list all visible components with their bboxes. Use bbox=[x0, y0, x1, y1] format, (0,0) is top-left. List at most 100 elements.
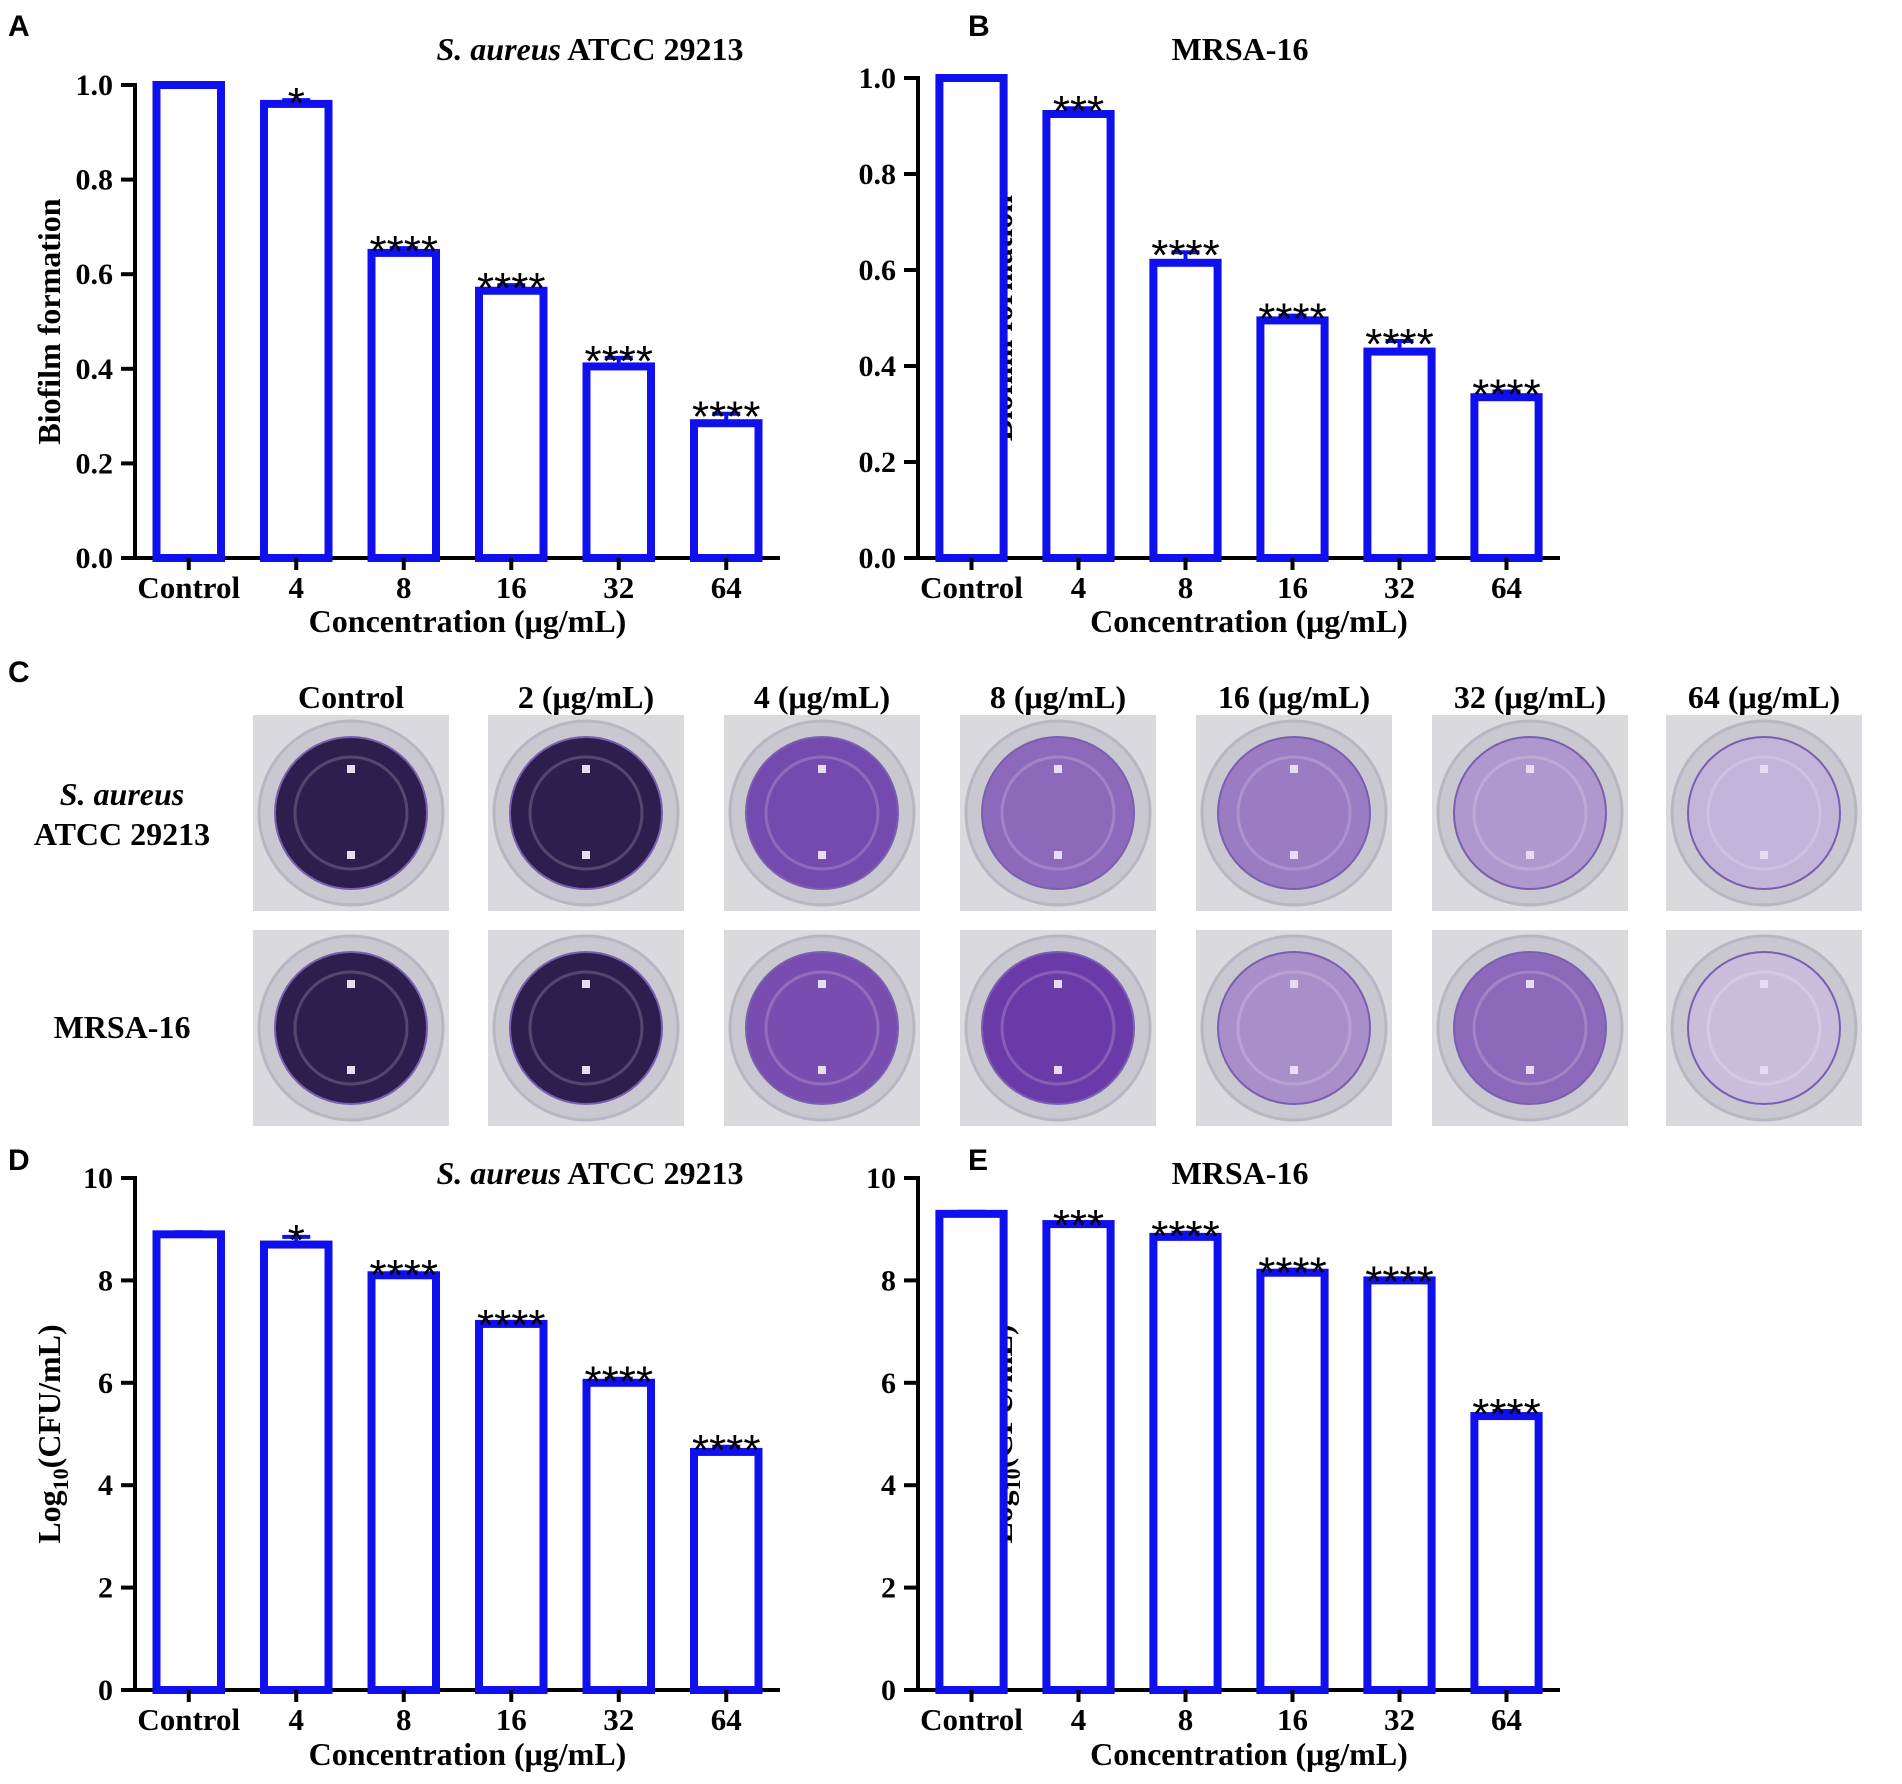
x-category-label: 64 bbox=[1491, 1702, 1522, 1737]
well-glare bbox=[1290, 851, 1298, 859]
bar-16 bbox=[475, 1319, 548, 1695]
panel-letter-b: B bbox=[968, 10, 990, 43]
bar-4 bbox=[1042, 1220, 1115, 1694]
x-category-label: 4 bbox=[289, 570, 305, 605]
x-category-label: 32 bbox=[1384, 570, 1415, 605]
well-glare bbox=[347, 765, 355, 773]
significance-label: **** bbox=[1258, 295, 1327, 344]
chart-title: S. aureus ATCC 29213 bbox=[436, 31, 743, 67]
well-glare bbox=[1526, 851, 1534, 859]
x-category-label: 4 bbox=[289, 1702, 305, 1737]
chart-title: MRSA-16 bbox=[1172, 31, 1309, 67]
chart-title: S. aureus ATCC 29213 bbox=[436, 1155, 743, 1191]
significance-label: **** bbox=[692, 1426, 761, 1475]
chart-e-cfu-mrsa: MRSA-16Log10(CFU/mL)0246810Control***4**… bbox=[866, 1155, 1560, 1772]
significance-label: **** bbox=[1472, 370, 1541, 419]
well-inner-ring bbox=[1000, 755, 1116, 871]
x-category-label: 64 bbox=[711, 570, 742, 605]
well-glare bbox=[582, 851, 590, 859]
bar-32 bbox=[582, 1378, 655, 1695]
significance-label: **** bbox=[1151, 1212, 1220, 1261]
well-stain bbox=[1453, 951, 1607, 1105]
well-glare bbox=[1760, 765, 1768, 773]
panel-letter-d: D bbox=[8, 1144, 30, 1177]
well-glare bbox=[582, 765, 590, 773]
y-tick-label: 0.8 bbox=[76, 164, 114, 197]
bar-4 bbox=[260, 1240, 333, 1695]
well-stain bbox=[981, 736, 1135, 890]
bar-64 bbox=[1470, 393, 1543, 563]
y-tick-label: 0 bbox=[98, 1674, 113, 1707]
well-stain bbox=[1217, 736, 1371, 890]
bar-16 bbox=[1256, 316, 1329, 562]
well-row-label: S. aureus ATCC 29213 bbox=[34, 776, 210, 852]
bar-4 bbox=[1042, 110, 1115, 562]
x-category-label: 8 bbox=[396, 1702, 412, 1737]
bar-64 bbox=[690, 419, 763, 562]
y-tick-label: 6 bbox=[881, 1367, 896, 1400]
well-stain bbox=[745, 736, 899, 890]
y-tick-label: 6 bbox=[98, 1367, 113, 1400]
bar-8 bbox=[367, 1271, 440, 1695]
y-axis-title: Biofilm formation bbox=[31, 198, 67, 444]
well-glare bbox=[818, 1066, 826, 1074]
well-stain bbox=[981, 951, 1135, 1105]
well-inner-ring bbox=[764, 970, 880, 1086]
significance-label: **** bbox=[1151, 231, 1220, 280]
well-inner-ring bbox=[1706, 970, 1822, 1086]
y-tick-label: 0.0 bbox=[859, 542, 897, 575]
bar-control bbox=[935, 1209, 1008, 1694]
bar-32 bbox=[1363, 347, 1436, 562]
panel-letter-c: C bbox=[8, 656, 30, 689]
x-category-label: Control bbox=[920, 1702, 1023, 1737]
well-glare bbox=[1290, 980, 1298, 988]
y-tick-label: 0.2 bbox=[859, 446, 897, 479]
bar-8 bbox=[1149, 1232, 1222, 1694]
well-glare bbox=[1054, 1066, 1062, 1074]
significance-label: **** bbox=[1365, 1257, 1434, 1306]
bar-8 bbox=[367, 248, 440, 562]
y-tick-label: 0.6 bbox=[859, 254, 897, 287]
well-stain bbox=[509, 736, 663, 890]
chart-b-biofilm-mrsa: MRSA-16Biofilm formation0.00.20.40.60.81… bbox=[859, 31, 1560, 639]
significance-label: **** bbox=[370, 1251, 439, 1300]
significance-label: **** bbox=[370, 227, 439, 276]
well-stain bbox=[1687, 736, 1841, 890]
bar-control bbox=[935, 74, 1008, 562]
well-inner-ring bbox=[528, 755, 644, 871]
x-category-label: Control bbox=[137, 1702, 240, 1737]
significance-label: * bbox=[288, 79, 305, 128]
significance-label: **** bbox=[585, 1358, 654, 1407]
well-stain bbox=[1217, 951, 1371, 1105]
well-glare bbox=[1760, 1066, 1768, 1074]
significance-label: **** bbox=[1258, 1249, 1327, 1298]
well-glare bbox=[1290, 765, 1298, 773]
y-tick-label: 8 bbox=[881, 1264, 896, 1297]
x-category-label: 64 bbox=[1491, 570, 1522, 605]
well-inner-ring bbox=[293, 755, 409, 871]
bar-16 bbox=[1256, 1268, 1329, 1694]
well-glare bbox=[1054, 980, 1062, 988]
bar-32 bbox=[1363, 1276, 1436, 1695]
x-category-label: 32 bbox=[1384, 1702, 1415, 1737]
x-category-label: 8 bbox=[1178, 570, 1194, 605]
well-glare bbox=[347, 1066, 355, 1074]
well-glare bbox=[1526, 1066, 1534, 1074]
well-inner-ring bbox=[1472, 970, 1588, 1086]
panel-c-crystal-violet-wells: Control 2 (μg/mL) 4 (μg/mL) 8 (μg/mL) 16 (μg… bbox=[34, 679, 1862, 1126]
y-tick-label: 1.0 bbox=[859, 62, 897, 95]
well-glare bbox=[1526, 980, 1534, 988]
x-category-label: 16 bbox=[1277, 1702, 1308, 1737]
y-tick-label: 0.0 bbox=[76, 542, 114, 575]
panel-letter-e: E bbox=[968, 1144, 988, 1177]
x-category-label: 32 bbox=[603, 1702, 634, 1737]
y-tick-label: 4 bbox=[98, 1469, 113, 1502]
chart-title: MRSA-16 bbox=[1172, 1155, 1309, 1191]
bar-control bbox=[152, 81, 225, 562]
bar-control bbox=[152, 1230, 225, 1694]
well-glare bbox=[818, 765, 826, 773]
well-inner-ring bbox=[764, 755, 880, 871]
x-axis-title: Concentration (μg/mL) bbox=[1090, 1736, 1408, 1772]
significance-label: * bbox=[288, 1216, 305, 1265]
x-category-label: 16 bbox=[1277, 570, 1308, 605]
